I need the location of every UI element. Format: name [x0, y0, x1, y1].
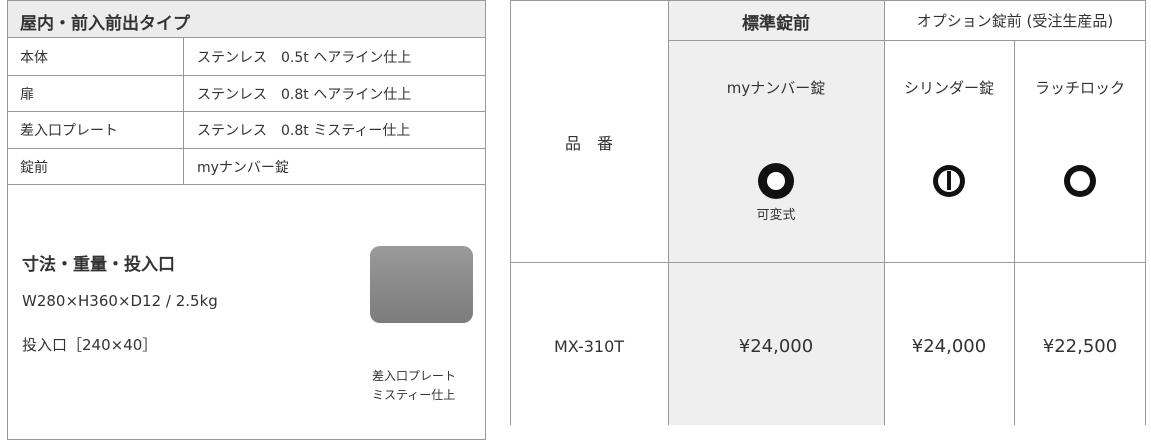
caption: ミスティー仕上 — [372, 388, 456, 402]
dim-line: W280×H360×D12 / 2.5kg — [22, 292, 218, 310]
spec-label: 本体 — [20, 50, 48, 66]
dim-line: 投入口［240×40］ — [22, 336, 158, 354]
price: ¥24,000 — [738, 336, 814, 357]
dim-title: 寸法・重量・投入口 — [22, 255, 175, 275]
model: MX-310T — [553, 337, 625, 356]
grid — [510, 0, 1146, 425]
standard-header: 標準錠前 — [742, 14, 810, 34]
lock-name: シリンダー錠 — [903, 79, 994, 97]
spec-value: ステンレス 0.8t ミスティー仕上 — [197, 123, 411, 139]
option-header: オプション錠前 (受注生産品) — [916, 12, 1114, 30]
spec-header — [8, 1, 485, 38]
price: ¥24,000 — [911, 336, 987, 357]
col-line — [183, 147, 184, 184]
col-line — [183, 74, 184, 111]
row-line — [8, 74, 485, 76]
page: 屋内・前入前出タイプ 本体 ステンレス 0.5t ヘアライン仕上扉ステンレス 0.… — [7, 0, 1146, 440]
plate-image — [370, 246, 473, 323]
lock-note: 可変式 — [756, 208, 796, 223]
caption: 差入口プレート — [372, 369, 457, 383]
cylinder-icon — [933, 165, 965, 197]
spec-label: 差入口プレート — [20, 123, 118, 139]
lock-name: myナンバー錠 — [726, 79, 826, 97]
spec-value: ステンレス 0.8t ヘアライン仕上 — [197, 86, 412, 103]
spec-value: ステンレス 0.5t ヘアライン仕上 — [197, 50, 412, 66]
price: ¥22,500 — [1042, 336, 1118, 357]
col-line — [183, 38, 184, 75]
spec-label: 扉 — [20, 86, 34, 103]
latch-icon — [1064, 165, 1096, 197]
col-line — [183, 111, 184, 148]
model-label: 品 番 — [564, 134, 613, 153]
row-line — [8, 184, 485, 185]
dial-icon — [758, 163, 794, 199]
lock-name: ラッチロック — [1034, 79, 1125, 97]
spec-label: 錠前 — [20, 159, 48, 176]
row-line — [8, 147, 485, 149]
spec-value: myナンバー錠 — [197, 159, 289, 176]
row-line — [8, 111, 485, 112]
spec-title: 屋内・前入前出タイプ — [20, 14, 190, 34]
standard-column — [668, 0, 884, 425]
